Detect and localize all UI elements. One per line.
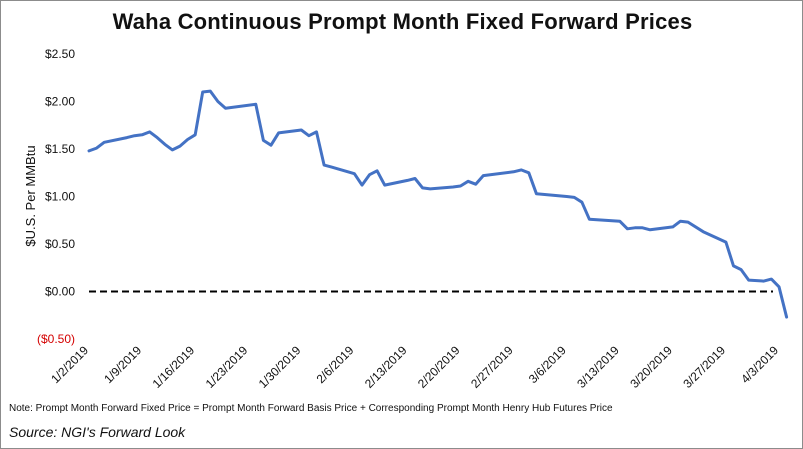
x-tick-label: 2/6/2019 (314, 343, 357, 386)
x-tick-label: 1/30/2019 (256, 343, 304, 391)
y-tick-label: $0.50 (45, 237, 75, 251)
y-tick-label: $0.00 (45, 285, 75, 299)
y-tick-label: $2.00 (45, 95, 75, 109)
x-tick-label: 2/13/2019 (362, 343, 410, 391)
y-tick-label: $1.00 (45, 190, 75, 204)
y-axis-ticks: $2.50 $2.00 $1.50 $1.00 $0.50 $0.00 ($0.50) (37, 47, 75, 346)
chart-title: Waha Continuous Prompt Month Fixed Forwa… (112, 9, 693, 34)
x-tick-label: 1/2/2019 (48, 343, 91, 386)
x-tick-label: 3/13/2019 (574, 343, 622, 391)
y-tick-label: $2.50 (45, 47, 75, 61)
y-tick-label: ($0.50) (37, 332, 75, 346)
x-axis-ticks: 1/2/2019 1/9/2019 1/16/2019 1/23/2019 1/30/2… (48, 343, 781, 391)
x-tick-label: 2/20/2019 (415, 343, 463, 391)
x-tick-label: 3/20/2019 (627, 343, 675, 391)
price-series-line (87, 89, 789, 319)
x-tick-label: 1/23/2019 (203, 343, 251, 391)
x-tick-label: 1/16/2019 (150, 343, 198, 391)
x-tick-label: 1/9/2019 (101, 343, 144, 386)
x-tick-label: 4/3/2019 (738, 343, 781, 386)
y-axis-label: $U.S. Per MMBtu (23, 145, 38, 246)
x-tick-label: 3/6/2019 (526, 343, 569, 386)
y-tick-label: $1.50 (45, 142, 75, 156)
x-tick-label: 3/27/2019 (680, 343, 728, 391)
footnote: Note: Prompt Month Forward Fixed Price =… (9, 403, 613, 414)
source-credit: Source: NGI's Forward Look (9, 424, 186, 440)
x-tick-label: 2/27/2019 (468, 343, 516, 391)
